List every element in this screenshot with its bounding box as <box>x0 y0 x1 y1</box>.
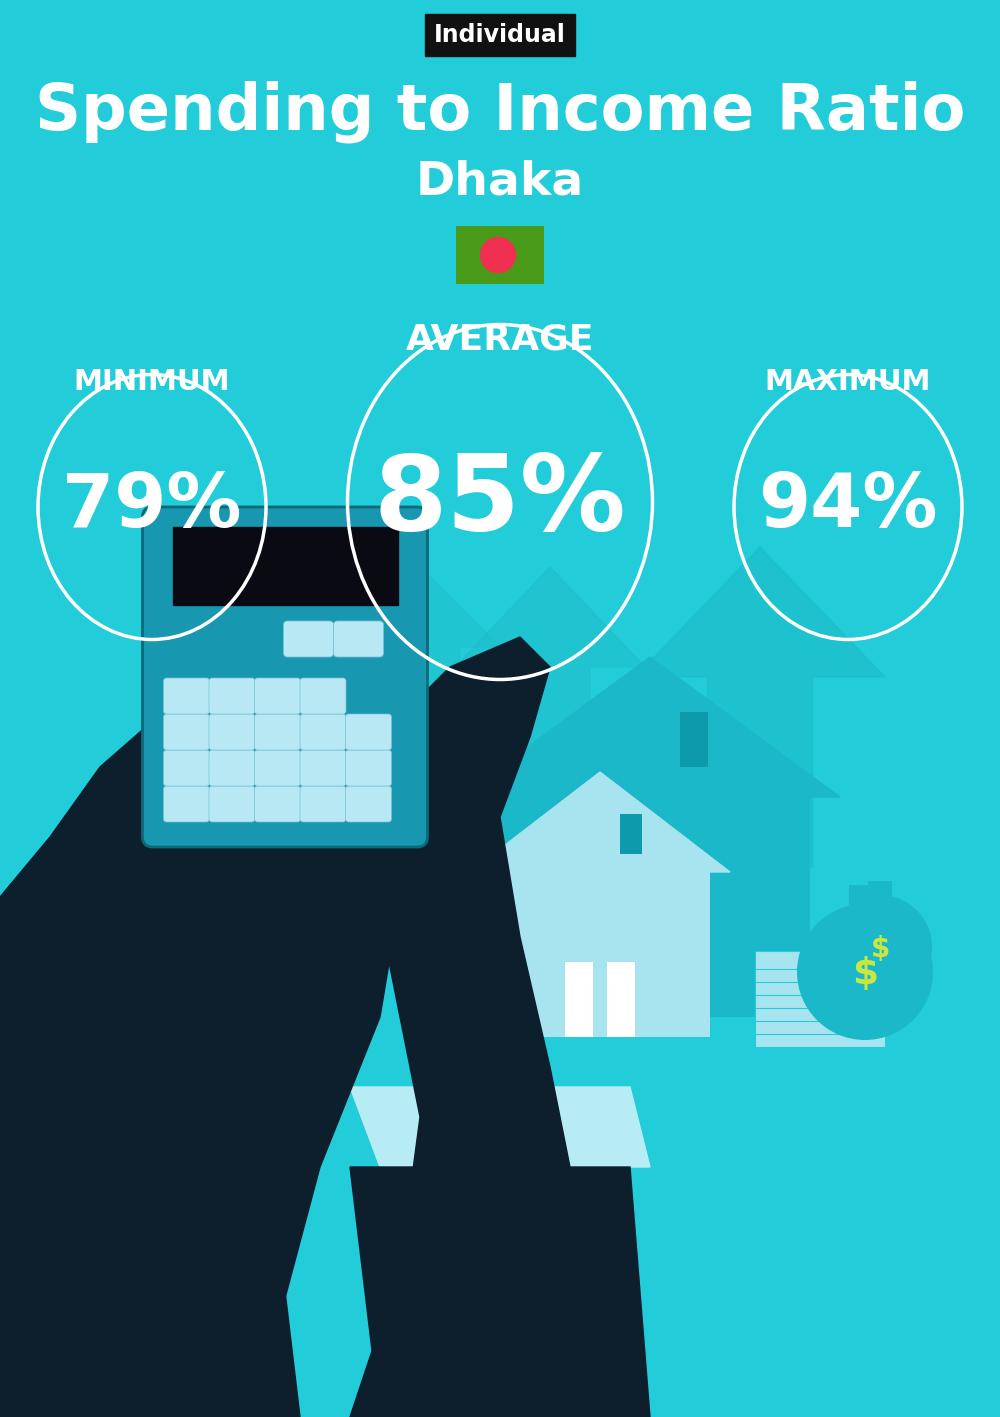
FancyBboxPatch shape <box>284 621 334 657</box>
FancyBboxPatch shape <box>209 750 255 786</box>
FancyBboxPatch shape <box>209 786 255 822</box>
FancyBboxPatch shape <box>255 677 301 714</box>
FancyBboxPatch shape <box>868 881 892 898</box>
FancyBboxPatch shape <box>755 990 885 1007</box>
FancyBboxPatch shape <box>755 1029 885 1047</box>
FancyBboxPatch shape <box>346 714 392 750</box>
FancyBboxPatch shape <box>490 871 710 1037</box>
FancyBboxPatch shape <box>300 786 346 822</box>
FancyBboxPatch shape <box>346 750 392 786</box>
FancyBboxPatch shape <box>755 964 885 982</box>
FancyBboxPatch shape <box>755 1003 885 1022</box>
FancyBboxPatch shape <box>173 527 398 605</box>
Text: Dhaka: Dhaka <box>416 160 584 204</box>
Polygon shape <box>0 998 300 1417</box>
Polygon shape <box>350 638 600 1417</box>
FancyBboxPatch shape <box>164 750 210 786</box>
FancyBboxPatch shape <box>300 677 346 714</box>
FancyBboxPatch shape <box>334 621 384 657</box>
Circle shape <box>481 238 516 272</box>
FancyBboxPatch shape <box>209 677 255 714</box>
Polygon shape <box>350 1168 650 1417</box>
Polygon shape <box>635 547 885 867</box>
Polygon shape <box>0 917 320 998</box>
Polygon shape <box>0 638 400 1417</box>
Circle shape <box>828 896 932 999</box>
Polygon shape <box>360 577 500 737</box>
Text: Spending to Income Ratio: Spending to Income Ratio <box>35 81 965 143</box>
Text: 85%: 85% <box>374 451 626 553</box>
FancyBboxPatch shape <box>164 714 210 750</box>
Circle shape <box>797 904 933 1040</box>
FancyBboxPatch shape <box>255 786 301 822</box>
FancyBboxPatch shape <box>565 962 593 1037</box>
Polygon shape <box>350 1087 650 1168</box>
FancyBboxPatch shape <box>300 750 346 786</box>
FancyBboxPatch shape <box>164 786 210 822</box>
FancyBboxPatch shape <box>255 714 301 750</box>
FancyBboxPatch shape <box>680 711 708 767</box>
FancyBboxPatch shape <box>346 786 392 822</box>
FancyBboxPatch shape <box>849 886 881 907</box>
FancyBboxPatch shape <box>620 813 642 854</box>
FancyBboxPatch shape <box>755 951 885 969</box>
FancyBboxPatch shape <box>209 714 255 750</box>
Text: AVERAGE: AVERAGE <box>406 322 594 356</box>
Text: Individual: Individual <box>434 23 566 47</box>
Text: $: $ <box>870 935 890 964</box>
FancyBboxPatch shape <box>490 796 810 1017</box>
Text: MAXIMUM: MAXIMUM <box>765 368 931 395</box>
Text: MINIMUM: MINIMUM <box>74 368 230 395</box>
FancyBboxPatch shape <box>607 962 635 1037</box>
Text: 94%: 94% <box>758 470 938 544</box>
Text: $: $ <box>852 956 878 992</box>
FancyBboxPatch shape <box>456 225 544 283</box>
FancyBboxPatch shape <box>164 677 210 714</box>
Text: 79%: 79% <box>62 470 242 544</box>
FancyBboxPatch shape <box>255 750 301 786</box>
FancyBboxPatch shape <box>755 1016 885 1034</box>
FancyBboxPatch shape <box>143 507 428 847</box>
FancyBboxPatch shape <box>300 714 346 750</box>
Polygon shape <box>470 772 730 871</box>
Polygon shape <box>460 657 840 796</box>
Polygon shape <box>455 567 645 796</box>
FancyBboxPatch shape <box>755 976 885 995</box>
